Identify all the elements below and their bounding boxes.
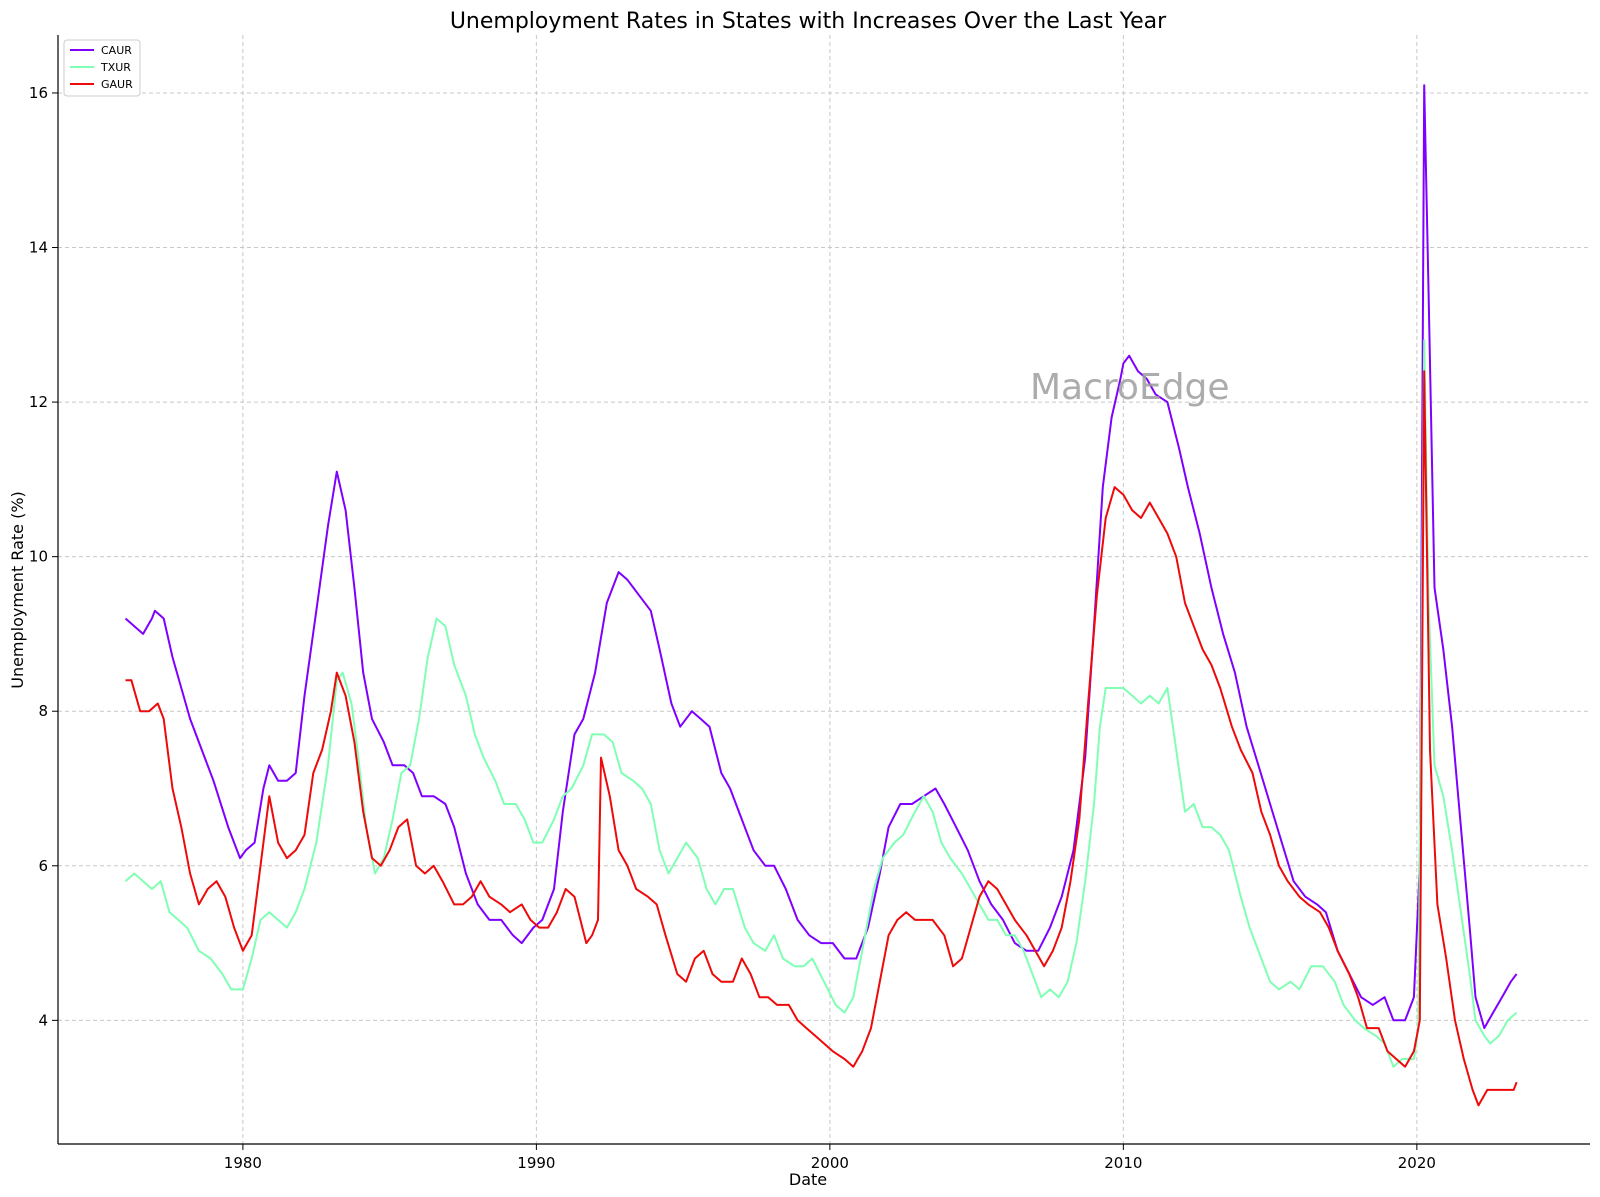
series-line-txur: [124, 339, 1518, 1068]
series-lines: [124, 84, 1518, 1107]
x-tick-label: 2010: [1104, 1154, 1142, 1172]
grid: [58, 35, 1590, 1144]
legend-box: [63, 39, 141, 97]
x-tick-label: 2020: [1398, 1154, 1436, 1172]
y-tick-label: 16: [29, 84, 48, 102]
watermark-text: MacroEdge: [1030, 367, 1230, 408]
x-axis-title: Date: [789, 1170, 827, 1189]
legend-label-txur: TXUR: [100, 61, 131, 74]
tick-labels: 1980 1990 2000 2010 2020 4 6 8 10 12 14 16: [29, 84, 1436, 1172]
y-tick-label: 10: [29, 548, 48, 566]
legend-label-caur: CAUR: [101, 44, 132, 57]
series-line-caur: [124, 84, 1518, 1030]
x-tick-label: 2000: [811, 1154, 849, 1172]
legend-label-gaur: GAUR: [101, 78, 133, 91]
y-tick-label: 4: [38, 1011, 48, 1029]
legend: CAUR TXUR GAUR: [63, 39, 141, 97]
axes: [52, 35, 1590, 1150]
y-axis-title: Unemployment Rate (%): [8, 491, 27, 689]
y-tick-label: 8: [38, 702, 48, 720]
x-tick-label: 1980: [224, 1154, 262, 1172]
y-tick-label: 14: [29, 239, 48, 257]
series-line-gaur: [125, 370, 1518, 1107]
x-tick-label: 1990: [517, 1154, 555, 1172]
chart-title: Unemployment Rates in States with Increa…: [450, 9, 1167, 34]
y-tick-label: 12: [29, 393, 48, 411]
y-tick-label: 6: [38, 857, 48, 875]
